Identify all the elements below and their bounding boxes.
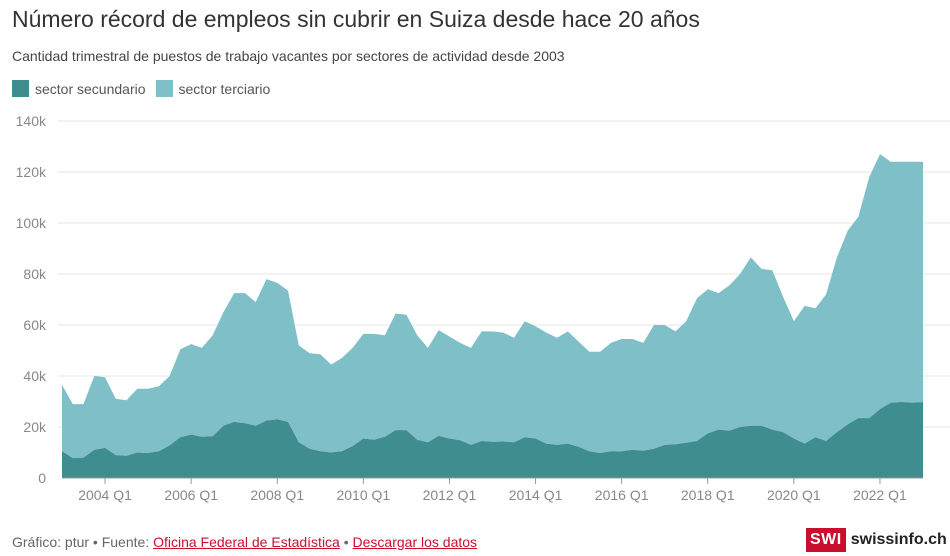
y-tick-label: 140k <box>16 113 47 129</box>
legend: sector secundario sector terciario <box>12 80 280 97</box>
area-sector-terciario <box>62 154 923 459</box>
x-tick-label: 2022 Q1 <box>853 487 907 503</box>
y-tick-label: 60k <box>23 317 47 333</box>
y-tick-label: 80k <box>23 266 47 282</box>
legend-swatch-terciario <box>155 80 173 97</box>
x-tick-label: 2012 Q1 <box>423 487 477 503</box>
y-tick-label: 20k <box>23 419 47 435</box>
area-sector-secundario <box>62 402 923 478</box>
swi-logo-box: SWI <box>806 528 846 552</box>
x-tick-label: 2010 Q1 <box>336 487 390 503</box>
footer-credit: Gráfico: ptur • Fuente: <box>12 534 154 550</box>
chart-subtitle: Cantidad trimestral de puestos de trabaj… <box>12 48 565 64</box>
swissinfo-logo[interactable]: SWI swissinfo.ch <box>806 528 947 552</box>
x-tick-label: 2006 Q1 <box>164 487 218 503</box>
x-tick-label: 2020 Q1 <box>767 487 821 503</box>
x-tick-label: 2018 Q1 <box>681 487 735 503</box>
y-tick-label: 40k <box>23 368 47 384</box>
swissinfo-wordmark: swissinfo.ch <box>850 531 947 548</box>
x-tick-label: 2014 Q1 <box>509 487 563 503</box>
x-tick-label: 2008 Q1 <box>250 487 304 503</box>
x-tick-label: 2016 Q1 <box>595 487 649 503</box>
y-tick-label: 0 <box>38 470 46 486</box>
y-tick-label: 100k <box>16 215 47 231</box>
legend-swatch-secundario <box>12 80 29 97</box>
legend-label-terciario: sector terciario <box>178 80 271 97</box>
footer-separator: • <box>339 534 353 550</box>
y-tick-label: 120k <box>16 164 47 180</box>
download-data-link[interactable]: Descargar los datos <box>352 534 478 550</box>
legend-item-secundario[interactable]: sector secundario <box>12 80 146 97</box>
chart-title: Número récord de empleos sin cubrir en S… <box>12 6 700 32</box>
source-link[interactable]: Oficina Federal de Estadística <box>153 534 340 550</box>
legend-item-terciario[interactable]: sector terciario <box>155 80 271 97</box>
x-tick-label: 2004 Q1 <box>78 487 132 503</box>
chart-footer: Gráfico: ptur • Fuente: Oficina Federal … <box>12 534 477 550</box>
legend-label-secundario: sector secundario <box>35 80 146 97</box>
